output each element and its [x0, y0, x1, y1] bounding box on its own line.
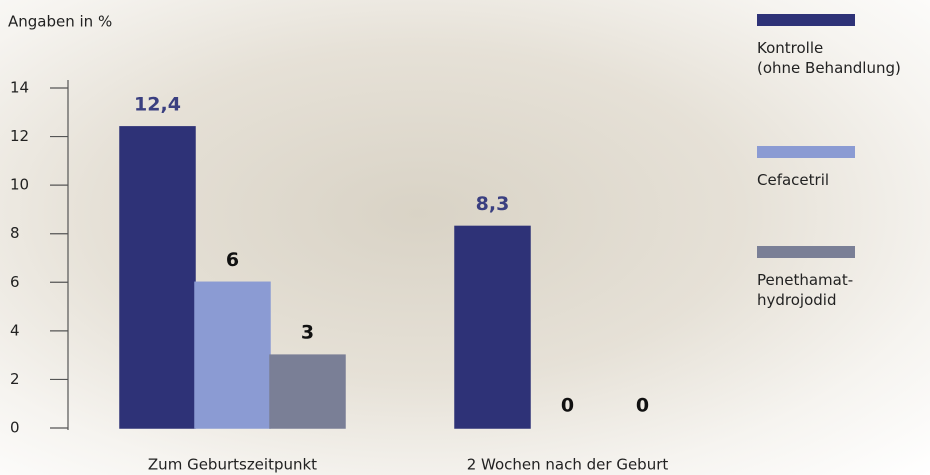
- y-tick-label: 4: [10, 321, 20, 339]
- y-axis-label: Angaben in %: [8, 13, 112, 31]
- legend-swatch: [757, 246, 855, 258]
- value-label: 8,3: [476, 193, 510, 215]
- bar: [195, 282, 270, 428]
- value-label: 3: [301, 322, 314, 344]
- x-tick-label: Zum Geburtszeitpunkt: [148, 456, 317, 474]
- page: Angaben in % 0 2 4 6 8 10 12 14 Zum Geburtszeitp…: [0, 0, 930, 475]
- legend-label: Kontrolle (ohne Behandlung): [757, 38, 901, 78]
- y-tick-label: 10: [10, 176, 29, 194]
- bar: [270, 355, 345, 428]
- value-label: 6: [226, 249, 239, 271]
- legend-swatch: [757, 146, 855, 158]
- y-tick-label: 12: [10, 127, 29, 145]
- y-tick-label: 8: [10, 224, 20, 242]
- y-tick-label: 0: [10, 419, 20, 437]
- y-tick-label: 2: [10, 370, 20, 388]
- value-label: 0: [561, 395, 574, 417]
- bar: [455, 226, 530, 428]
- value-label: 12,4: [134, 93, 181, 115]
- bar: [120, 127, 195, 428]
- legend-swatch: [757, 14, 855, 26]
- y-tick-label: 6: [10, 273, 20, 291]
- x-tick-label: 2 Wochen nach der Geburt: [467, 456, 669, 474]
- value-label: 0: [636, 395, 649, 417]
- legend-label: Cefacetril: [757, 170, 829, 190]
- legend-label: Penethamat- hydrojodid: [757, 270, 853, 310]
- y-tick-label: 14: [10, 79, 29, 97]
